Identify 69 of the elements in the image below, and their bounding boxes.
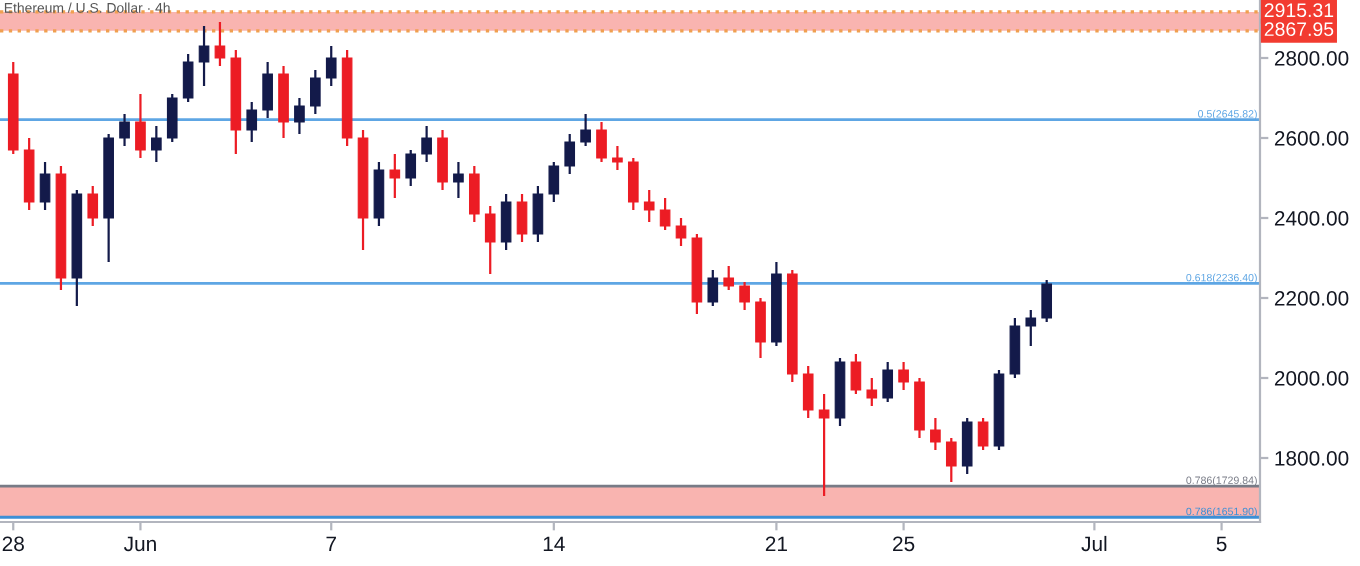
candlestick [659,196,671,232]
candlestick [882,360,894,404]
x-tick-label: Jun [123,536,156,552]
candlestick [166,92,178,144]
candlestick [246,100,258,144]
candlestick [39,160,51,212]
candlestick [866,376,878,408]
candlestick [548,160,560,204]
candlestick [437,128,448,192]
candlestick [119,112,130,148]
candlestick [961,416,973,476]
ref-line-label: 2915.31 [1264,3,1334,18]
candlestick [1009,316,1021,380]
candlestick [945,436,957,484]
candlestick [627,156,639,212]
candlestick [453,160,464,200]
candlestick [850,352,862,396]
candlestick [914,376,925,440]
candlestick [675,216,687,248]
candlestick [643,188,655,224]
candlestick [87,184,99,228]
candlestick [707,268,719,308]
ref-line-label: 2867.95 [1264,22,1334,37]
x-tick-label: Jul [1081,535,1107,552]
candlestick [500,192,512,252]
candlestick [278,64,289,140]
candlestick [516,192,528,244]
candlestick [723,264,735,292]
y-tick-label: 2400.00 [1274,211,1349,226]
x-tick-label: 25 [893,536,915,552]
candlestick [421,124,432,164]
candlestick [596,120,607,164]
y-tick-label: 2600.00 [1274,131,1349,146]
candlestick [802,364,814,420]
y-tick-label: 2000.00 [1274,371,1349,386]
candlestick [484,204,496,276]
candlestick [262,60,273,120]
candlestick [612,144,623,172]
candlestick [930,416,941,452]
candlestick [182,52,194,104]
x-tick-label: 14 [543,536,565,551]
candlestick [198,24,210,88]
x-tick-label: 5 [1216,536,1227,552]
candlestick [818,392,830,498]
candlestick [294,96,305,136]
candlestick [405,148,417,188]
y-tick-label: 1800.00 [1275,451,1349,466]
candlestick [1041,278,1053,324]
candlestick [1025,308,1037,348]
candlestick [325,44,337,88]
x-tick-label: 7 [326,536,336,551]
candlestick [564,132,576,176]
candlestick [580,112,591,148]
candlestick [373,160,385,228]
candlestick [977,416,989,452]
y-tick-label: 2800.00 [1274,51,1349,66]
x-tick-label: 21 [765,536,787,551]
candlestick [898,360,909,392]
candlestick [389,152,401,200]
candlestick [151,124,162,164]
candlestick [214,20,226,68]
candlestick [739,280,750,312]
candlestick [468,164,480,224]
candlestick [532,184,544,244]
y-tick-label: 2200.00 [1274,291,1349,306]
x-tick-label: 28 [2,536,24,552]
candlestick [755,296,766,360]
candlestick [135,92,146,160]
candlestick [310,68,321,116]
